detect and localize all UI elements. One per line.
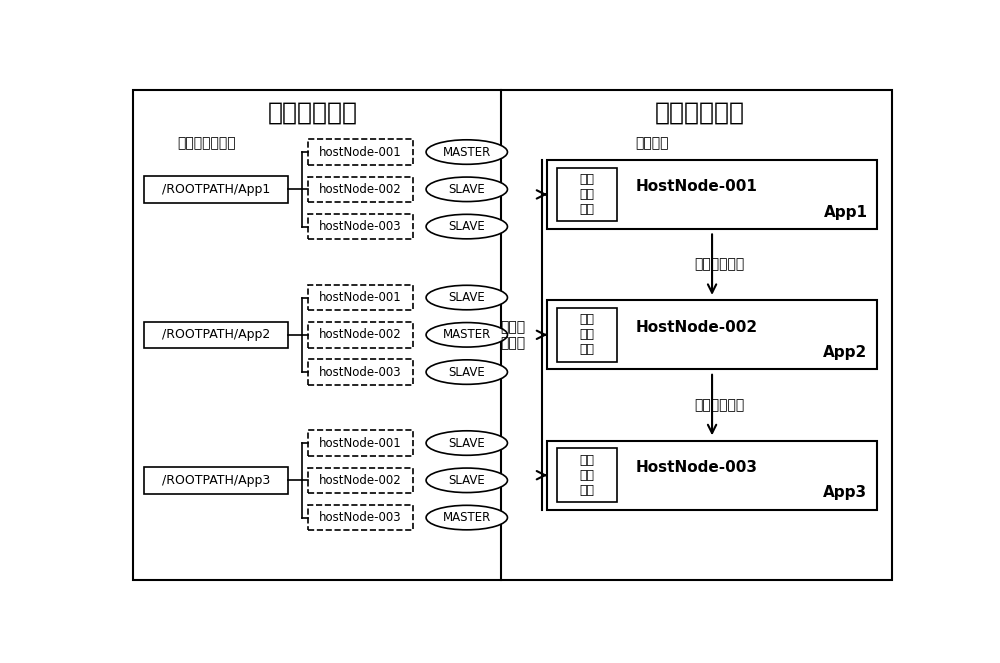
Text: MASTER: MASTER [443, 146, 491, 158]
FancyBboxPatch shape [308, 176, 413, 202]
Text: 物理节点: 物理节点 [635, 137, 669, 151]
Text: hostNode-001: hostNode-001 [319, 436, 402, 450]
Text: HostNode-001: HostNode-001 [636, 179, 758, 194]
FancyBboxPatch shape [308, 359, 413, 385]
Text: SLAVE: SLAVE [448, 220, 485, 233]
Text: hostNode-002: hostNode-002 [319, 183, 402, 196]
Text: MASTER: MASTER [443, 511, 491, 524]
Text: SLAVE: SLAVE [448, 436, 485, 450]
Ellipse shape [426, 468, 507, 493]
FancyBboxPatch shape [308, 430, 413, 455]
FancyBboxPatch shape [308, 214, 413, 239]
Text: hostNode-003: hostNode-003 [319, 365, 402, 379]
FancyBboxPatch shape [144, 467, 288, 493]
FancyBboxPatch shape [308, 139, 413, 165]
Text: App3: App3 [823, 485, 867, 501]
Text: 获取应用状态: 获取应用状态 [695, 398, 745, 412]
Text: 高可用客户端: 高可用客户端 [268, 101, 358, 125]
Text: hostNode-003: hostNode-003 [319, 220, 402, 233]
Text: 外联集成系统: 外联集成系统 [655, 101, 745, 125]
Ellipse shape [426, 505, 507, 530]
Text: hostNode-001: hostNode-001 [319, 291, 402, 304]
Text: 获取应用状态: 获取应用状态 [695, 258, 745, 272]
Text: 获取应
用状态: 获取应 用状态 [500, 320, 525, 350]
Text: SLAVE: SLAVE [448, 183, 485, 196]
Text: SLAVE: SLAVE [448, 365, 485, 379]
Text: hostNode-003: hostNode-003 [319, 511, 402, 524]
FancyBboxPatch shape [144, 322, 288, 348]
Text: HostNode-002: HostNode-002 [636, 320, 758, 335]
Text: 高可
用客
户端: 高可 用客 户端 [579, 173, 594, 216]
Ellipse shape [426, 177, 507, 202]
Text: SLAVE: SLAVE [448, 474, 485, 487]
Text: 高可
用客
户端: 高可 用客 户端 [579, 453, 594, 497]
Ellipse shape [426, 431, 507, 455]
FancyBboxPatch shape [133, 90, 892, 580]
Text: SLAVE: SLAVE [448, 291, 485, 304]
Text: 应用状态信息表: 应用状态信息表 [178, 137, 236, 151]
Ellipse shape [426, 360, 507, 385]
Text: /ROOTPATH/App3: /ROOTPATH/App3 [162, 474, 270, 487]
Text: hostNode-002: hostNode-002 [319, 328, 402, 341]
FancyBboxPatch shape [547, 160, 877, 229]
Text: App2: App2 [823, 345, 867, 360]
FancyBboxPatch shape [308, 467, 413, 493]
Ellipse shape [426, 323, 507, 347]
Ellipse shape [426, 140, 507, 164]
FancyBboxPatch shape [557, 168, 617, 221]
FancyBboxPatch shape [557, 308, 617, 361]
FancyBboxPatch shape [308, 322, 413, 347]
Text: App1: App1 [823, 205, 867, 219]
FancyBboxPatch shape [547, 441, 877, 510]
Text: hostNode-001: hostNode-001 [319, 146, 402, 158]
FancyBboxPatch shape [308, 285, 413, 310]
Ellipse shape [426, 214, 507, 239]
FancyBboxPatch shape [547, 300, 877, 369]
Text: /ROOTPATH/App2: /ROOTPATH/App2 [162, 328, 270, 341]
Text: HostNode-003: HostNode-003 [636, 460, 758, 475]
Text: /ROOTPATH/App1: /ROOTPATH/App1 [162, 183, 270, 196]
Text: hostNode-002: hostNode-002 [319, 474, 402, 487]
Ellipse shape [426, 285, 507, 310]
FancyBboxPatch shape [557, 448, 617, 502]
FancyBboxPatch shape [308, 505, 413, 530]
Text: MASTER: MASTER [443, 328, 491, 341]
Text: 高可
用客
户端: 高可 用客 户端 [579, 314, 594, 356]
FancyBboxPatch shape [144, 176, 288, 203]
